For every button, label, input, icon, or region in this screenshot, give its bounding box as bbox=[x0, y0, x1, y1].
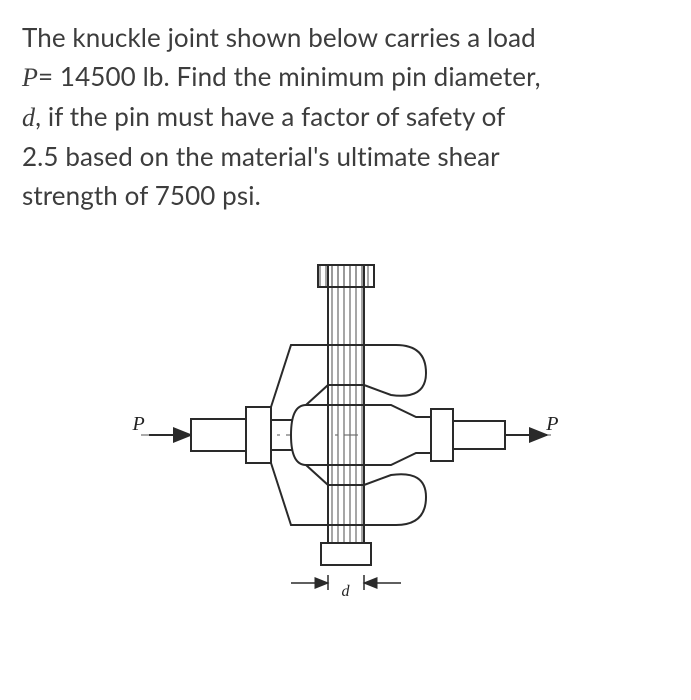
problem-page: The knuckle joint shown below carries a … bbox=[0, 0, 691, 605]
knuckle-joint-svg bbox=[131, 245, 561, 605]
text-eq: = bbox=[38, 60, 60, 92]
text-line4-post: based on the material's ultimate shear bbox=[59, 140, 500, 172]
load-value: 14500 lb bbox=[60, 60, 164, 92]
figure-container: P P bbox=[22, 245, 669, 605]
dim-d-text: d bbox=[342, 583, 350, 601]
variable-d: d bbox=[22, 103, 35, 132]
force-label-left: P bbox=[133, 413, 145, 436]
dimension-d-label: d bbox=[338, 583, 354, 601]
text-line5-post: . bbox=[255, 179, 261, 211]
text-line5-pre: strength of bbox=[22, 179, 155, 211]
fos-value: 2.5 bbox=[22, 140, 59, 172]
text-line2-post: . Find the minimum pin diameter, bbox=[163, 60, 540, 92]
strength-value: 7500 psi bbox=[155, 179, 255, 211]
knuckle-joint-figure: P P bbox=[131, 245, 561, 605]
force-label-right: P bbox=[546, 413, 558, 436]
problem-statement: The knuckle joint shown below carries a … bbox=[22, 18, 669, 215]
variable-P: P bbox=[22, 63, 38, 92]
text-line3-post: , if the pin must have a factor of safet… bbox=[35, 100, 505, 132]
text-line1: The knuckle joint shown below carries a … bbox=[22, 21, 536, 53]
